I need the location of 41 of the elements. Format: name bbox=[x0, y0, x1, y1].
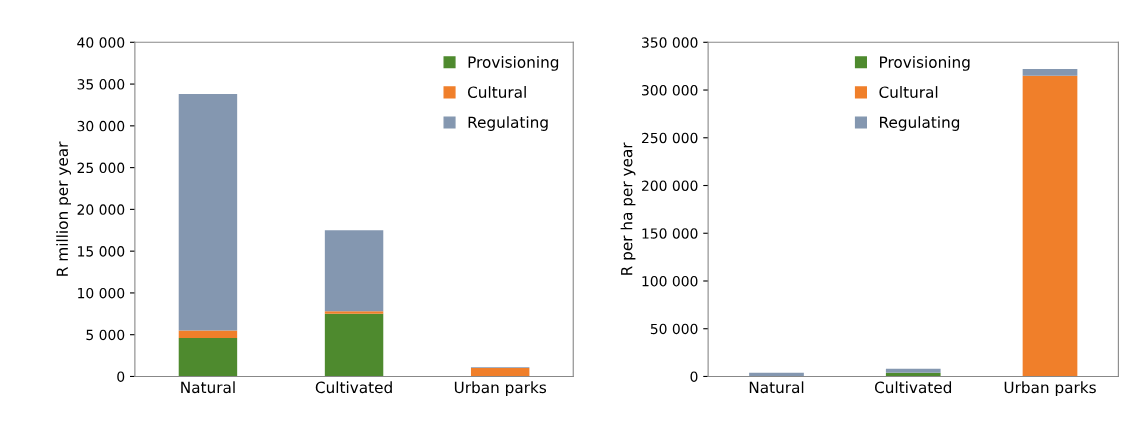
bar bbox=[178, 338, 238, 377]
bar bbox=[324, 230, 384, 312]
y-tick-label: 40 000 bbox=[77, 37, 125, 48]
y-tick-label: 35 000 bbox=[77, 79, 125, 90]
bar bbox=[178, 94, 238, 331]
bar bbox=[324, 313, 384, 377]
bar bbox=[470, 368, 530, 377]
y-tick-label: 300 000 bbox=[642, 85, 698, 96]
y-tick-label: 100 000 bbox=[642, 275, 698, 287]
legend-label: Provisioning bbox=[880, 56, 970, 71]
y-tick-label: 10 000 bbox=[78, 287, 125, 299]
y-axis-title: R million per year bbox=[56, 141, 71, 276]
legend-label: Cultural bbox=[879, 86, 938, 98]
bar bbox=[1022, 69, 1078, 76]
legend-label: Regulating bbox=[880, 116, 960, 131]
y-tick-label: 20 000 bbox=[77, 204, 125, 215]
x-tick-label: Urban parks bbox=[1004, 381, 1096, 397]
legend-label: Regulating bbox=[468, 116, 548, 131]
bar bbox=[1022, 75, 1078, 377]
bar bbox=[178, 330, 238, 339]
bar bbox=[885, 368, 941, 373]
y-tick-label: 350 000 bbox=[642, 37, 698, 48]
y-tick-label: 15 000 bbox=[78, 246, 125, 257]
legend-label: Cultural bbox=[467, 86, 526, 98]
x-tick-label: Cultivated bbox=[874, 381, 952, 394]
y-tick-label: 30 000 bbox=[77, 120, 125, 132]
y-tick-label: 150 000 bbox=[642, 228, 698, 239]
y-tick-label: 50 000 bbox=[650, 323, 698, 335]
x-tick-label: Urban parks bbox=[454, 381, 547, 397]
y-tick-label: 0 bbox=[117, 371, 125, 382]
y-tick-label: 0 bbox=[690, 371, 698, 382]
y-tick-label: 200 000 bbox=[641, 180, 698, 191]
x-tick-label: Cultivated bbox=[315, 381, 392, 394]
x-tick-label: Natural bbox=[181, 381, 235, 394]
y-tick-label: 5 000 bbox=[86, 329, 125, 341]
y-axis-title: R per ha per year bbox=[620, 142, 636, 275]
y-tick-label: 25 000 bbox=[77, 162, 125, 174]
bar bbox=[324, 311, 384, 314]
y-tick-label: 250 000 bbox=[641, 132, 698, 144]
x-tick-label: Natural bbox=[749, 381, 804, 394]
legend-label: Provisioning bbox=[468, 56, 559, 71]
